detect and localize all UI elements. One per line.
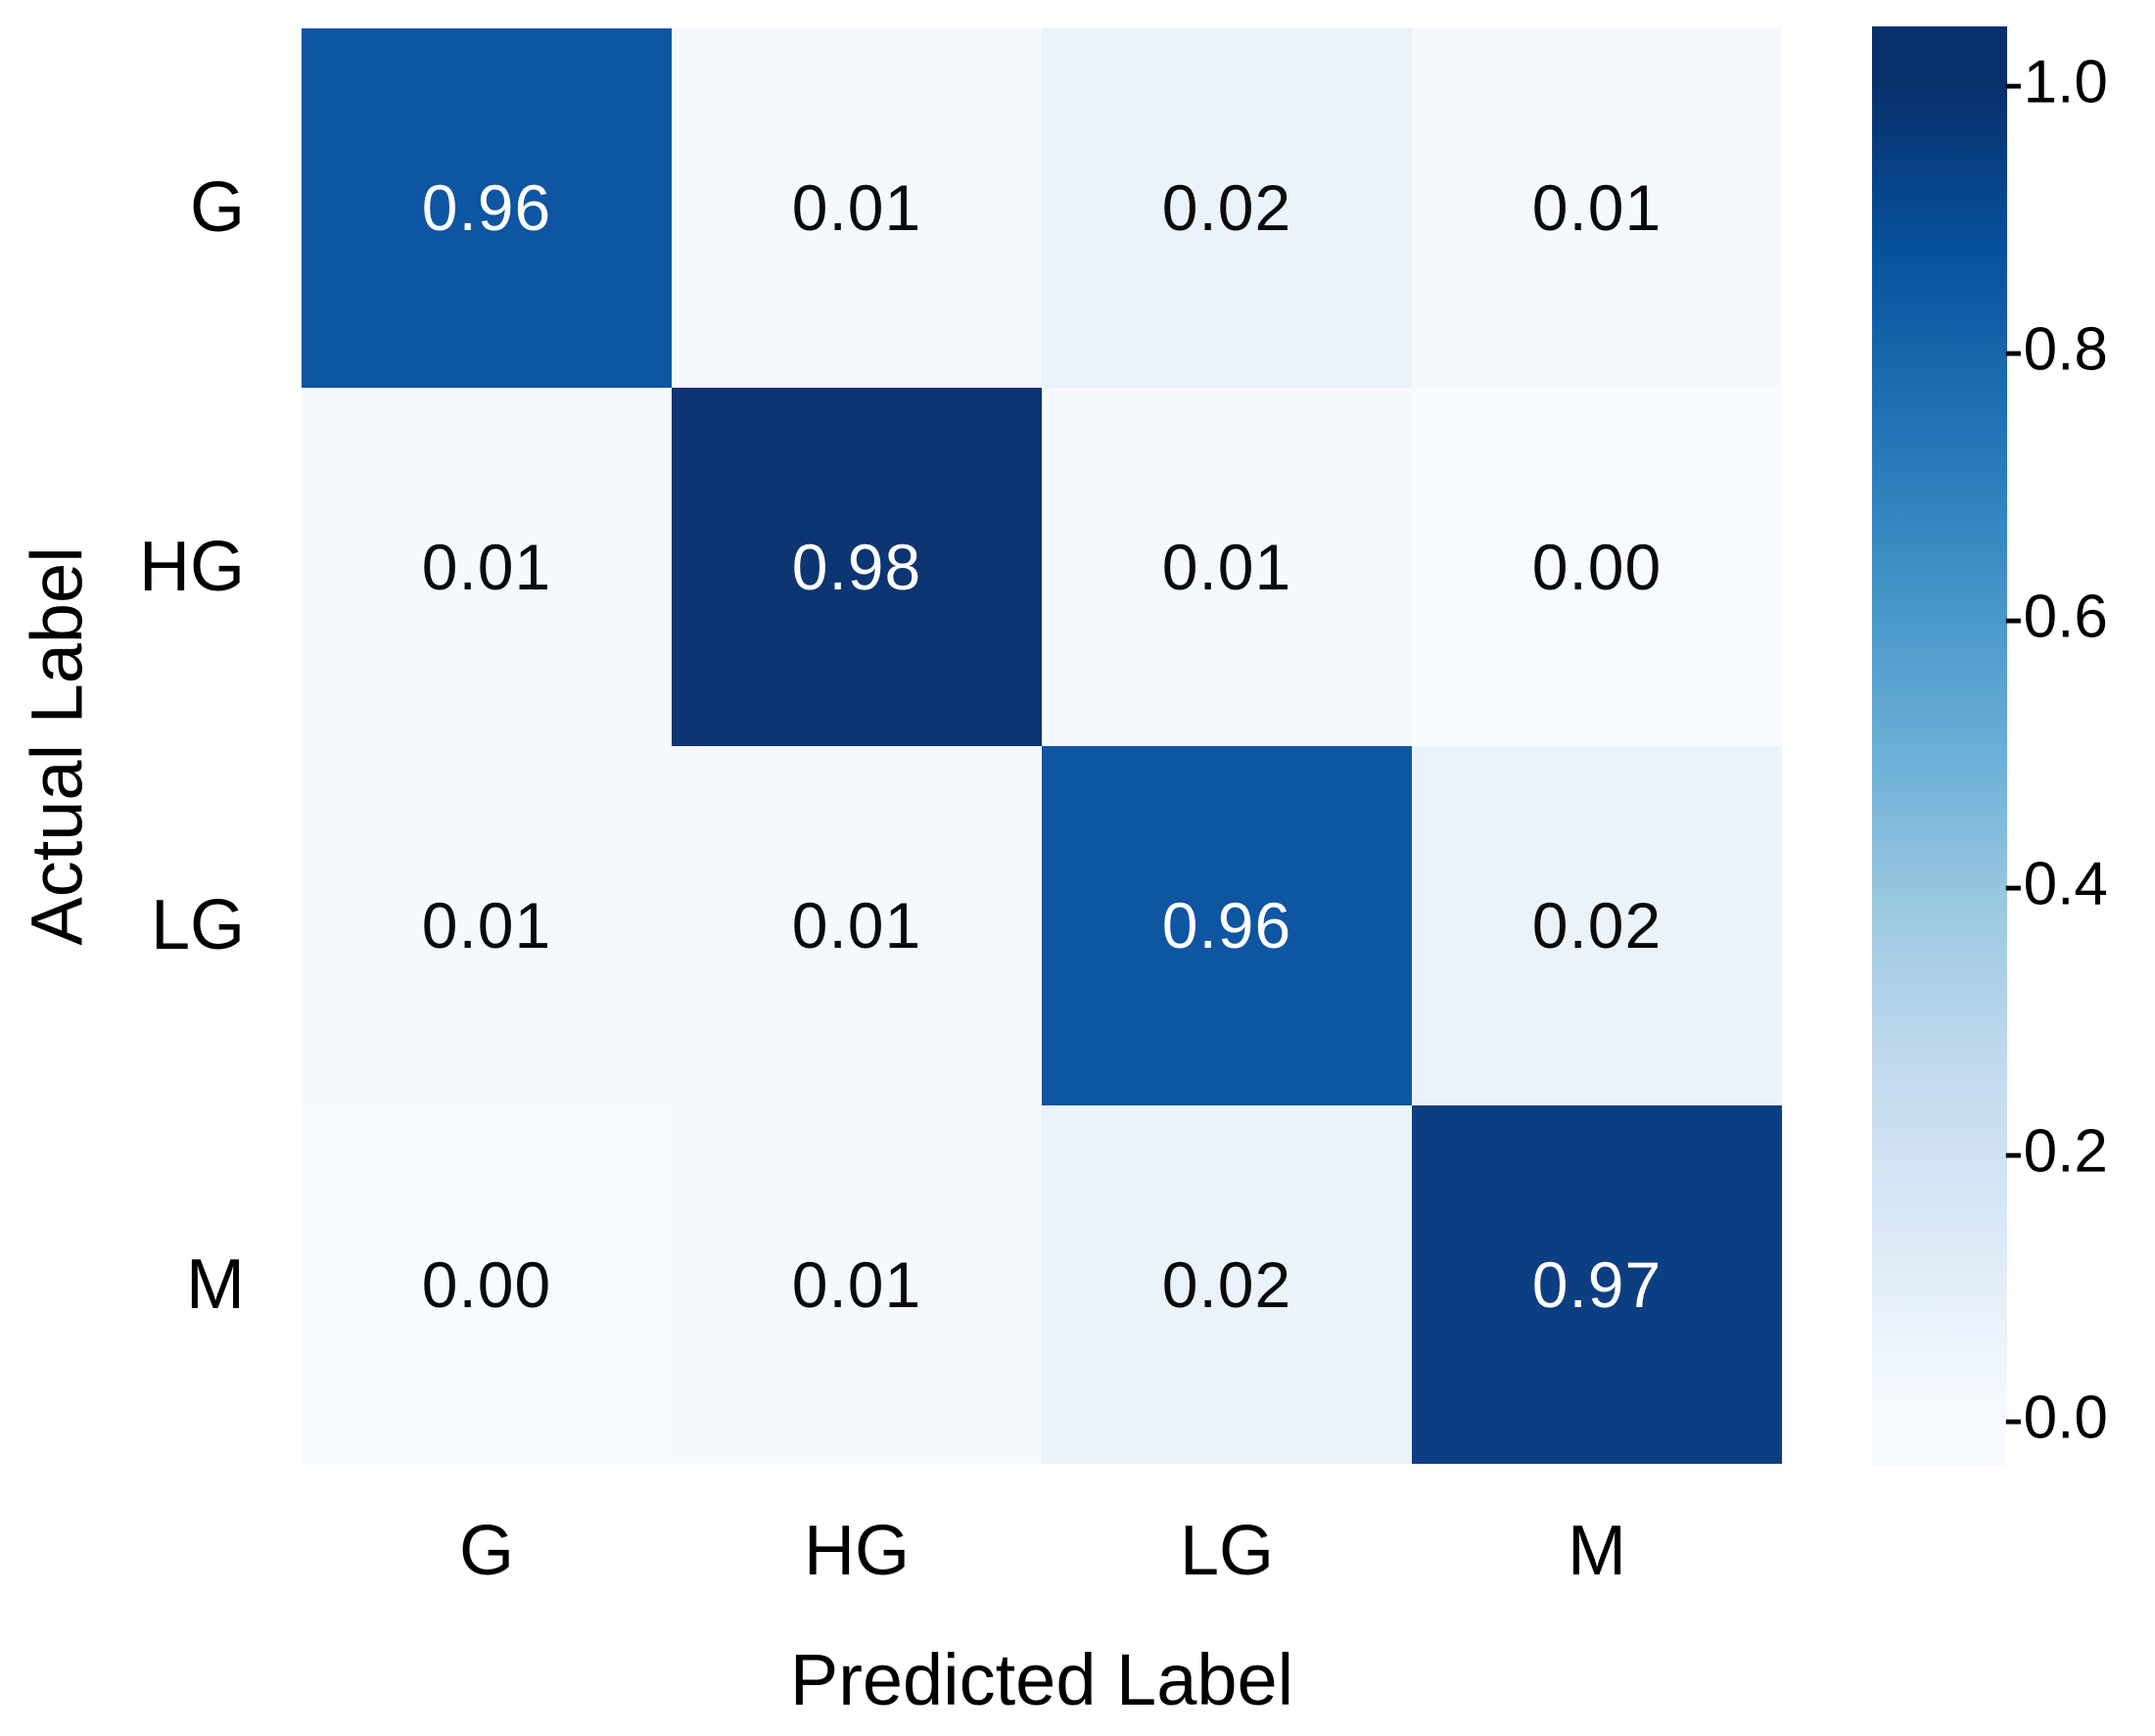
heatmap-cell-M-HG: 0.01 xyxy=(672,1104,1042,1464)
colorbar-tick-0.8: -0.8 xyxy=(2003,315,2108,384)
heatmap-cell-HG-G: 0.01 xyxy=(302,387,672,746)
heatmap-cell-HG-M: 0.00 xyxy=(1412,387,1782,746)
heatmap-cell-G-LG: 0.02 xyxy=(1042,28,1412,388)
heatmap-cell-HG-LG: 0.01 xyxy=(1042,387,1412,746)
heatmap-cell-M-LG: 0.02 xyxy=(1042,1104,1412,1464)
heatmap-cell-G-M: 0.01 xyxy=(1412,28,1782,388)
y-tick-LG: LG xyxy=(150,886,245,965)
x-tick-HG: HG xyxy=(804,1512,910,1590)
heatmap-cell-G-HG: 0.01 xyxy=(672,28,1042,388)
heatmap-cell-LG-LG: 0.96 xyxy=(1042,746,1412,1105)
colorbar-tick-0.4: -0.4 xyxy=(2003,850,2108,918)
heatmap-cell-LG-HG: 0.01 xyxy=(672,746,1042,1105)
heatmap-cell-M-G: 0.00 xyxy=(302,1104,672,1464)
colorbar-gradient xyxy=(1872,26,2007,1466)
heatmap-cell-HG-HG: 0.98 xyxy=(672,387,1042,746)
heatmap-grid: 0.96 0.01 0.02 0.01 0.01 0.98 0.01 0.00 0.01 0.01… xyxy=(302,28,1782,1464)
y-axis-tick-labels: G HG LG M xyxy=(0,28,245,1464)
heatmap-cell-LG-G: 0.01 xyxy=(302,746,672,1105)
y-tick-M: M xyxy=(186,1244,245,1324)
y-tick-HG: HG xyxy=(139,527,245,606)
x-axis-tick-labels: G HG LG M xyxy=(302,1464,1782,1638)
heatmap-cell-M-M: 0.97 xyxy=(1412,1104,1782,1464)
y-tick-G: G xyxy=(189,168,245,248)
colorbar-tick-0.0: -0.0 xyxy=(2003,1384,2108,1452)
colorbar-tick-0.6: -0.6 xyxy=(2003,583,2108,651)
colorbar-tick-0.2: -0.2 xyxy=(2003,1117,2108,1186)
colorbar-tick-1.0: -1.0 xyxy=(2003,48,2108,117)
heatmap-cell-G-G: 0.96 xyxy=(302,28,672,388)
x-tick-M: M xyxy=(1568,1512,1626,1590)
heatmap-cell-LG-M: 0.02 xyxy=(1412,746,1782,1105)
x-axis-title: Predicted Label xyxy=(789,1638,1294,1720)
x-tick-LG: LG xyxy=(1179,1512,1275,1590)
x-tick-G: G xyxy=(458,1512,514,1590)
